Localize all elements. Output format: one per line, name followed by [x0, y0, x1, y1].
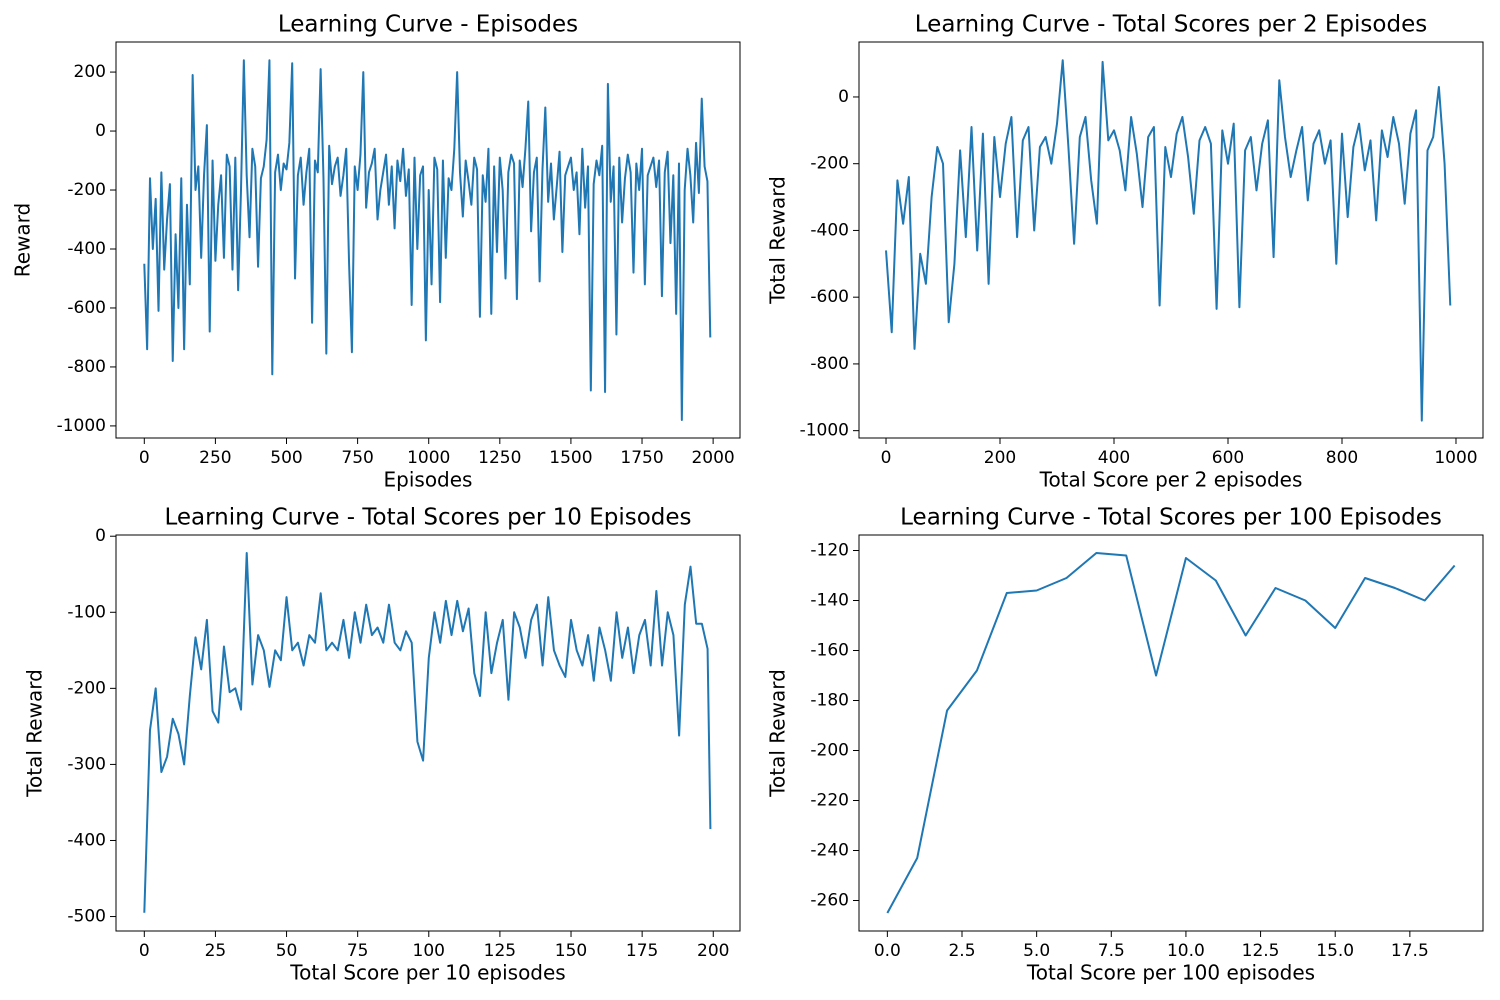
x-tick-label: 175: [626, 941, 658, 961]
chart-title: Learning Curve - Total Scores per 100 Ep…: [900, 505, 1442, 531]
y-tick-label: -400: [67, 830, 106, 850]
axes-frame: [115, 41, 741, 439]
y-tick-label: 0: [838, 87, 849, 107]
x-tick-label: 600: [1212, 448, 1244, 468]
x-tick-label: 400: [1098, 448, 1130, 468]
y-tick-label: -240: [810, 841, 849, 861]
y-tick-label: -1000: [800, 421, 849, 441]
x-tick-label: 2000: [691, 448, 734, 468]
y-tick-label: -400: [810, 220, 849, 240]
x-tick-label: 1250: [478, 448, 521, 468]
x-tick-label: 15.0: [1316, 941, 1354, 961]
y-tick-label: -180: [810, 691, 849, 711]
data-line: [143, 551, 712, 913]
x-tick-label: 5.0: [1023, 941, 1050, 961]
axes-frame: [858, 41, 1484, 439]
y-axis-label: Reward: [11, 203, 35, 277]
y-tick-label: -120: [810, 541, 849, 561]
x-tick-label: 1750: [620, 448, 663, 468]
x-tick-label: 50: [276, 941, 298, 961]
chart-title: Learning Curve - Episodes: [278, 12, 578, 38]
y-axis-label: Total Reward: [23, 669, 47, 798]
x-tick-label: 7.5: [1098, 941, 1125, 961]
x-tick-label: 500: [270, 448, 302, 468]
x-tick-label: 0: [139, 941, 150, 961]
y-tick-label: -600: [67, 298, 106, 318]
y-tick-label: -400: [67, 239, 106, 259]
x-tick-label: 0.0: [874, 941, 901, 961]
x-tick-label: 17.5: [1391, 941, 1429, 961]
y-tick-label: -300: [67, 754, 106, 774]
x-tick-label: 75: [347, 941, 369, 961]
y-tick-label: -200: [810, 741, 849, 761]
y-tick-label: -100: [67, 602, 106, 622]
x-tick-label: 750: [341, 448, 373, 468]
x-tick-label: 1500: [549, 448, 592, 468]
x-tick-label: 1000: [1434, 448, 1477, 468]
y-tick-label: -500: [67, 907, 106, 927]
y-tick-label: -1000: [57, 416, 106, 436]
x-tick-label: 200: [984, 448, 1016, 468]
x-tick-label: 0: [881, 448, 892, 468]
chart-title: Learning Curve - Total Scores per 2 Epis…: [915, 12, 1427, 38]
axes-frame: [858, 534, 1484, 932]
x-axis-label: Total Score per 100 episodes: [1026, 961, 1315, 985]
y-axis-label: Total Reward: [766, 669, 790, 798]
y-tick-label: 0: [95, 526, 106, 546]
x-tick-label: 250: [199, 448, 231, 468]
y-tick-label: -140: [810, 591, 849, 611]
x-axis-label: Total Score per 2 episodes: [1039, 468, 1303, 492]
x-axis-label: Episodes: [384, 468, 473, 492]
data-line: [885, 59, 1452, 422]
x-tick-label: 2.5: [948, 941, 975, 961]
axes-frame: [115, 534, 741, 932]
x-tick-label: 150: [555, 941, 587, 961]
y-tick-label: -200: [67, 180, 106, 200]
x-axis-label: Total Score per 10 episodes: [289, 961, 565, 985]
chart-title: Learning Curve - Total Scores per 10 Epi…: [164, 505, 691, 531]
x-tick-label: 200: [697, 941, 729, 961]
y-tick-label: -220: [810, 791, 849, 811]
x-tick-label: 10.0: [1167, 941, 1205, 961]
x-tick-label: 1000: [407, 448, 450, 468]
y-tick-label: 200: [74, 62, 106, 82]
y-tick-label: -200: [67, 678, 106, 698]
x-tick-label: 25: [205, 941, 227, 961]
x-tick-label: 12.5: [1242, 941, 1280, 961]
y-tick-label: -600: [810, 287, 849, 307]
y-tick-label: -160: [810, 641, 849, 661]
y-tick-label: -200: [810, 154, 849, 174]
y-tick-label: -260: [810, 891, 849, 911]
y-tick-label: -800: [810, 354, 849, 374]
x-tick-label: 800: [1326, 448, 1358, 468]
data-line: [886, 552, 1456, 914]
x-tick-label: 100: [413, 941, 445, 961]
y-tick-label: -800: [67, 357, 106, 377]
y-axis-label: Total Reward: [766, 176, 790, 305]
x-tick-label: 0: [139, 448, 150, 468]
data-line: [143, 59, 712, 422]
x-tick-label: 125: [484, 941, 516, 961]
y-tick-label: 0: [95, 121, 106, 141]
